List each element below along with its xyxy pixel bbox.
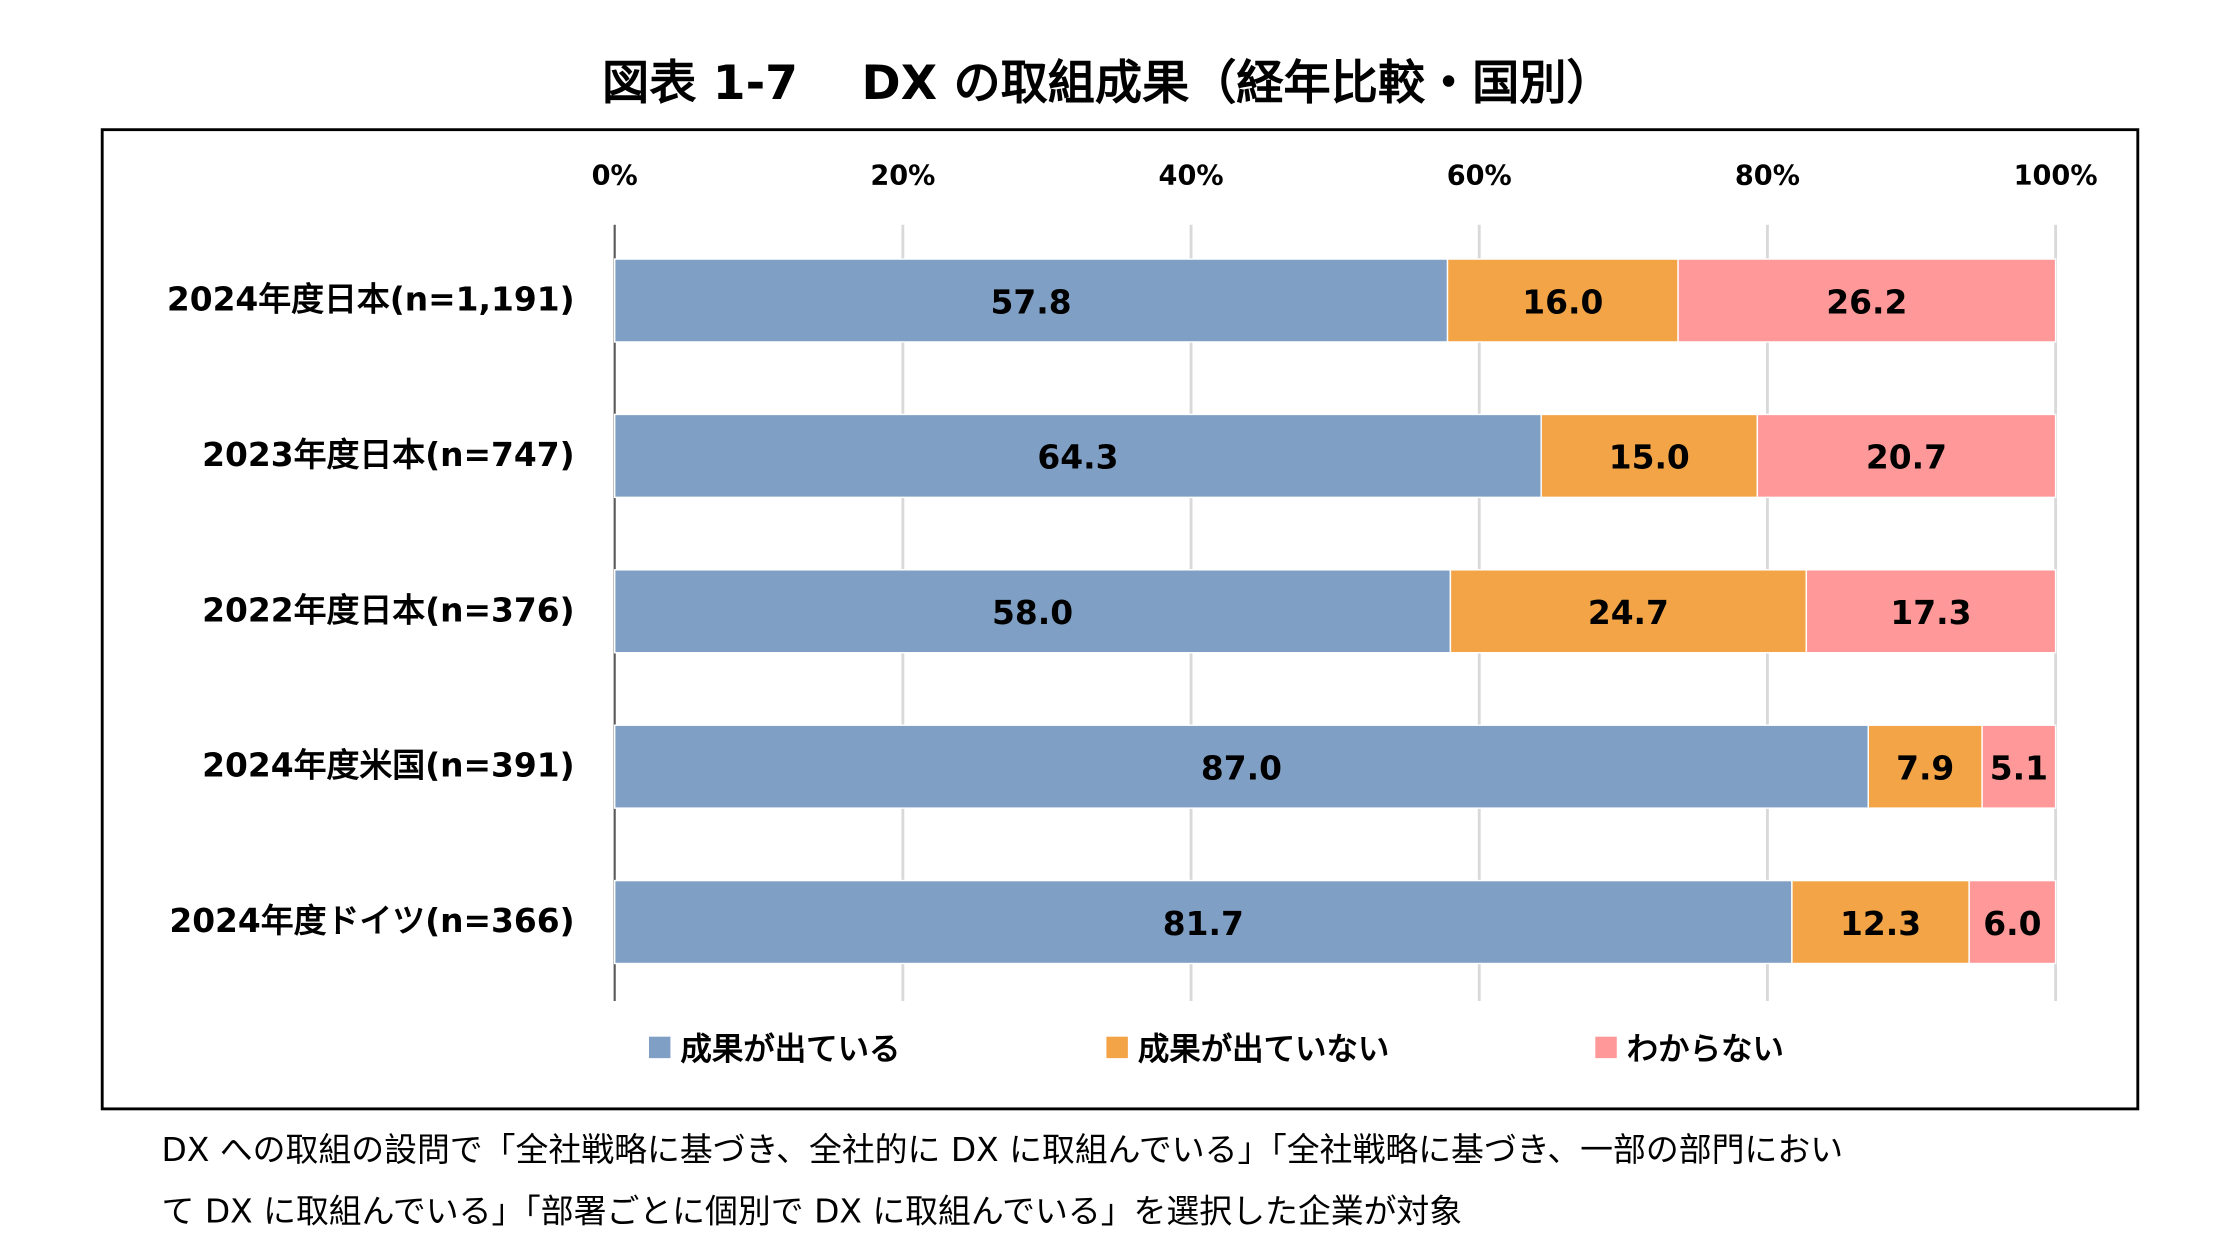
data-label: 15.0 xyxy=(1609,438,1690,477)
data-label: 12.3 xyxy=(1840,904,1921,943)
data-label: 5.1 xyxy=(1990,749,2048,788)
data-label: 6.0 xyxy=(1983,904,2041,943)
x-tick-label: 20% xyxy=(870,161,935,192)
legend-swatch xyxy=(1106,1036,1128,1059)
bar-segment xyxy=(1756,413,2057,499)
category-label: 2024年度米国(n=391) xyxy=(202,746,574,785)
footnote-line-1: DX への取組の設問で「全社戦略に基づき、全社的に DX に取組んでいる」「全社… xyxy=(162,1130,1844,1169)
bar-segment xyxy=(613,569,1452,654)
x-tick-label: 60% xyxy=(1447,161,1512,192)
data-label: 24.7 xyxy=(1588,593,1669,632)
category-label: 2023年度日本(n=747) xyxy=(202,435,574,474)
legend-label: 成果が出ている xyxy=(680,1032,900,1068)
data-label: 81.7 xyxy=(1163,904,1244,943)
data-label: 26.2 xyxy=(1826,282,1907,321)
bar-segment xyxy=(613,879,1793,965)
x-tick-label: 100% xyxy=(2014,161,2098,192)
chart-title: 図表 1-7 DX の取組成果（経年比較・国別） xyxy=(602,56,1614,111)
bar-segment xyxy=(1867,724,1983,809)
data-label: 57.8 xyxy=(991,282,1072,321)
legend-label: わからない xyxy=(1627,1032,1784,1068)
bar-segment xyxy=(1677,258,2057,343)
bar-segment xyxy=(1968,879,2057,965)
bar-segment xyxy=(1449,569,1808,654)
data-label: 87.0 xyxy=(1201,749,1282,788)
legend-swatch xyxy=(1595,1036,1617,1059)
bar-segment xyxy=(1446,258,1679,343)
data-label: 58.0 xyxy=(992,593,1073,632)
x-tick-label: 40% xyxy=(1159,161,1224,192)
data-label: 64.3 xyxy=(1037,438,1118,477)
chart-frame xyxy=(100,128,2140,1111)
footnote-line-2: て DX に取組んでいる」「部署ごとに個別で DX に取組んでいる」を選択した企… xyxy=(162,1192,1463,1231)
bar-segment xyxy=(613,413,1542,499)
data-label: 17.3 xyxy=(1890,593,1971,632)
bar-segment xyxy=(1805,569,2057,654)
x-tick-label: 0% xyxy=(592,161,638,192)
data-label: 20.7 xyxy=(1866,438,1947,477)
category-label: 2022年度日本(n=376) xyxy=(202,590,574,629)
bar-segment xyxy=(613,724,1869,809)
category-label: 2024年度日本(n=1,191) xyxy=(167,280,575,319)
legend-label: 成果が出ていない xyxy=(1138,1032,1390,1068)
bar-segment xyxy=(613,258,1449,343)
legend-swatch xyxy=(648,1036,671,1059)
data-label: 16.0 xyxy=(1522,282,1603,321)
x-tick-label: 80% xyxy=(1735,161,1800,192)
bar-segment xyxy=(1981,724,2057,809)
category-label: 2024年度ドイツ(n=366) xyxy=(169,901,574,940)
data-label: 7.9 xyxy=(1896,749,1954,788)
bar-segment xyxy=(1540,413,1759,499)
bar-segment xyxy=(1791,879,1970,965)
